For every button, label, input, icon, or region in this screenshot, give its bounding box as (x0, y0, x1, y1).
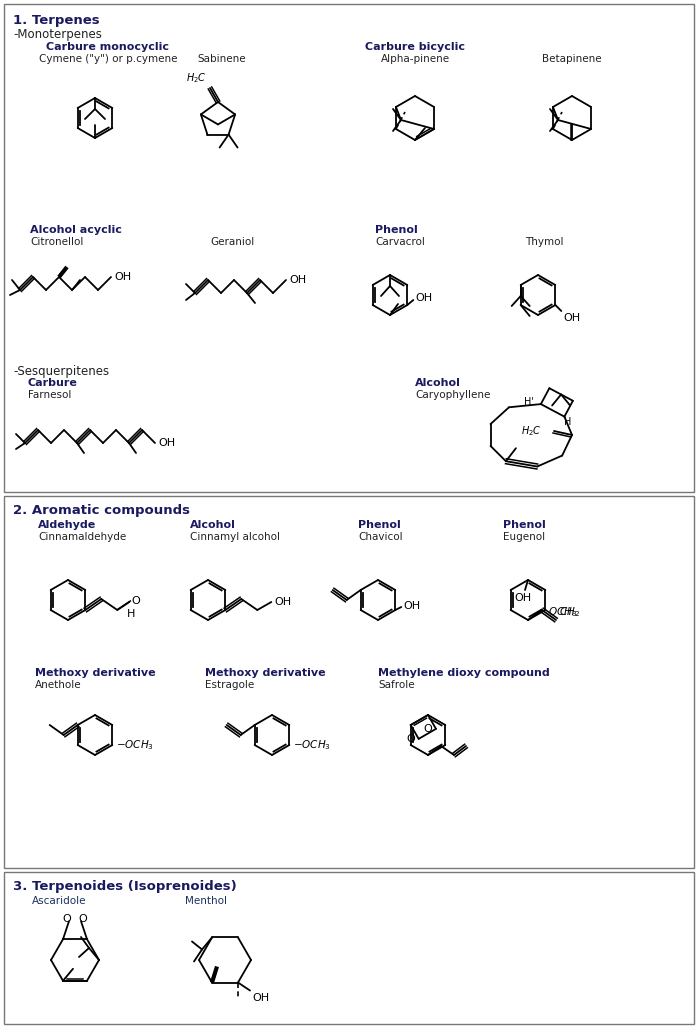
Text: Carbure bicyclic: Carbure bicyclic (365, 42, 465, 52)
Text: H: H (564, 416, 571, 427)
Text: O: O (406, 734, 415, 744)
Text: Phenol: Phenol (358, 520, 401, 530)
Text: OH: OH (158, 438, 175, 448)
Text: H': H' (524, 397, 534, 407)
Text: Cymene ("y") or p.cymene: Cymene ("y") or p.cymene (39, 54, 177, 64)
Text: OH: OH (289, 276, 306, 285)
Text: 1. Terpenes: 1. Terpenes (13, 14, 100, 27)
Text: Farnesol: Farnesol (28, 390, 71, 400)
Text: Citronellol: Citronellol (30, 237, 83, 247)
Text: Phenol: Phenol (503, 520, 546, 530)
Text: Aldehyde: Aldehyde (38, 520, 96, 530)
Text: Cinnamaldehyde: Cinnamaldehyde (38, 533, 126, 542)
Text: Betapinene: Betapinene (542, 54, 602, 64)
Text: Phenol: Phenol (375, 225, 417, 235)
Text: $H_2C$: $H_2C$ (521, 425, 542, 438)
Text: Geraniol: Geraniol (210, 237, 254, 247)
Bar (4, 4, 694, 492)
Text: Carvacrol: Carvacrol (375, 237, 425, 247)
Text: OH: OH (252, 992, 269, 1002)
Text: Carbure: Carbure (28, 378, 78, 388)
Text: Thymol: Thymol (525, 237, 563, 247)
Text: Methoxy derivative: Methoxy derivative (205, 668, 326, 678)
Text: OH: OH (114, 272, 131, 282)
Text: 2. Aromatic compounds: 2. Aromatic compounds (13, 504, 190, 517)
Text: Sabinene: Sabinene (198, 54, 246, 64)
Text: Chavicol: Chavicol (358, 533, 403, 542)
Text: Alcohol acyclic: Alcohol acyclic (30, 225, 122, 235)
Text: Estragole: Estragole (205, 680, 254, 690)
Bar (4, 495, 694, 868)
Text: -Monoterpenes: -Monoterpenes (13, 28, 102, 41)
Text: $-OCH_3$: $-OCH_3$ (117, 738, 154, 751)
Text: O: O (63, 914, 71, 924)
Text: Cinnamyl alcohol: Cinnamyl alcohol (190, 533, 280, 542)
Text: OH: OH (403, 601, 420, 611)
Text: OH: OH (274, 597, 292, 607)
Text: O: O (423, 724, 432, 734)
Text: Menthol: Menthol (185, 896, 227, 906)
Text: O: O (131, 596, 140, 605)
Text: Anethole: Anethole (35, 680, 82, 690)
Text: -Sesquerpitenes: -Sesquerpitenes (13, 365, 109, 378)
Text: OH: OH (563, 313, 581, 323)
Text: Safrole: Safrole (378, 680, 415, 690)
Text: $-OCH_3$: $-OCH_3$ (293, 738, 332, 751)
Text: Eugenol: Eugenol (503, 533, 545, 542)
Text: H: H (127, 609, 135, 619)
Text: OH: OH (415, 293, 433, 303)
Text: Ascaridole: Ascaridole (32, 896, 87, 906)
Text: O: O (79, 914, 87, 924)
Text: Alcohol: Alcohol (190, 520, 236, 530)
Text: 3. Terpenoides (Isoprenoides): 3. Terpenoides (Isoprenoides) (13, 880, 237, 893)
Text: OH: OH (514, 593, 532, 603)
Text: $OCH_3$: $OCH_3$ (549, 605, 578, 619)
Text: Caryophyllene: Caryophyllene (415, 390, 491, 400)
Text: Carbure monocyclic: Carbure monocyclic (47, 42, 170, 52)
Text: $CH_2$: $CH_2$ (559, 605, 580, 619)
Bar (4, 872, 694, 1024)
Text: Methylene dioxy compound: Methylene dioxy compound (378, 668, 550, 678)
Text: Alpha-pinene: Alpha-pinene (380, 54, 450, 64)
Text: $H_2C$: $H_2C$ (186, 71, 207, 85)
Text: Alcohol: Alcohol (415, 378, 461, 388)
Text: Methoxy derivative: Methoxy derivative (35, 668, 156, 678)
